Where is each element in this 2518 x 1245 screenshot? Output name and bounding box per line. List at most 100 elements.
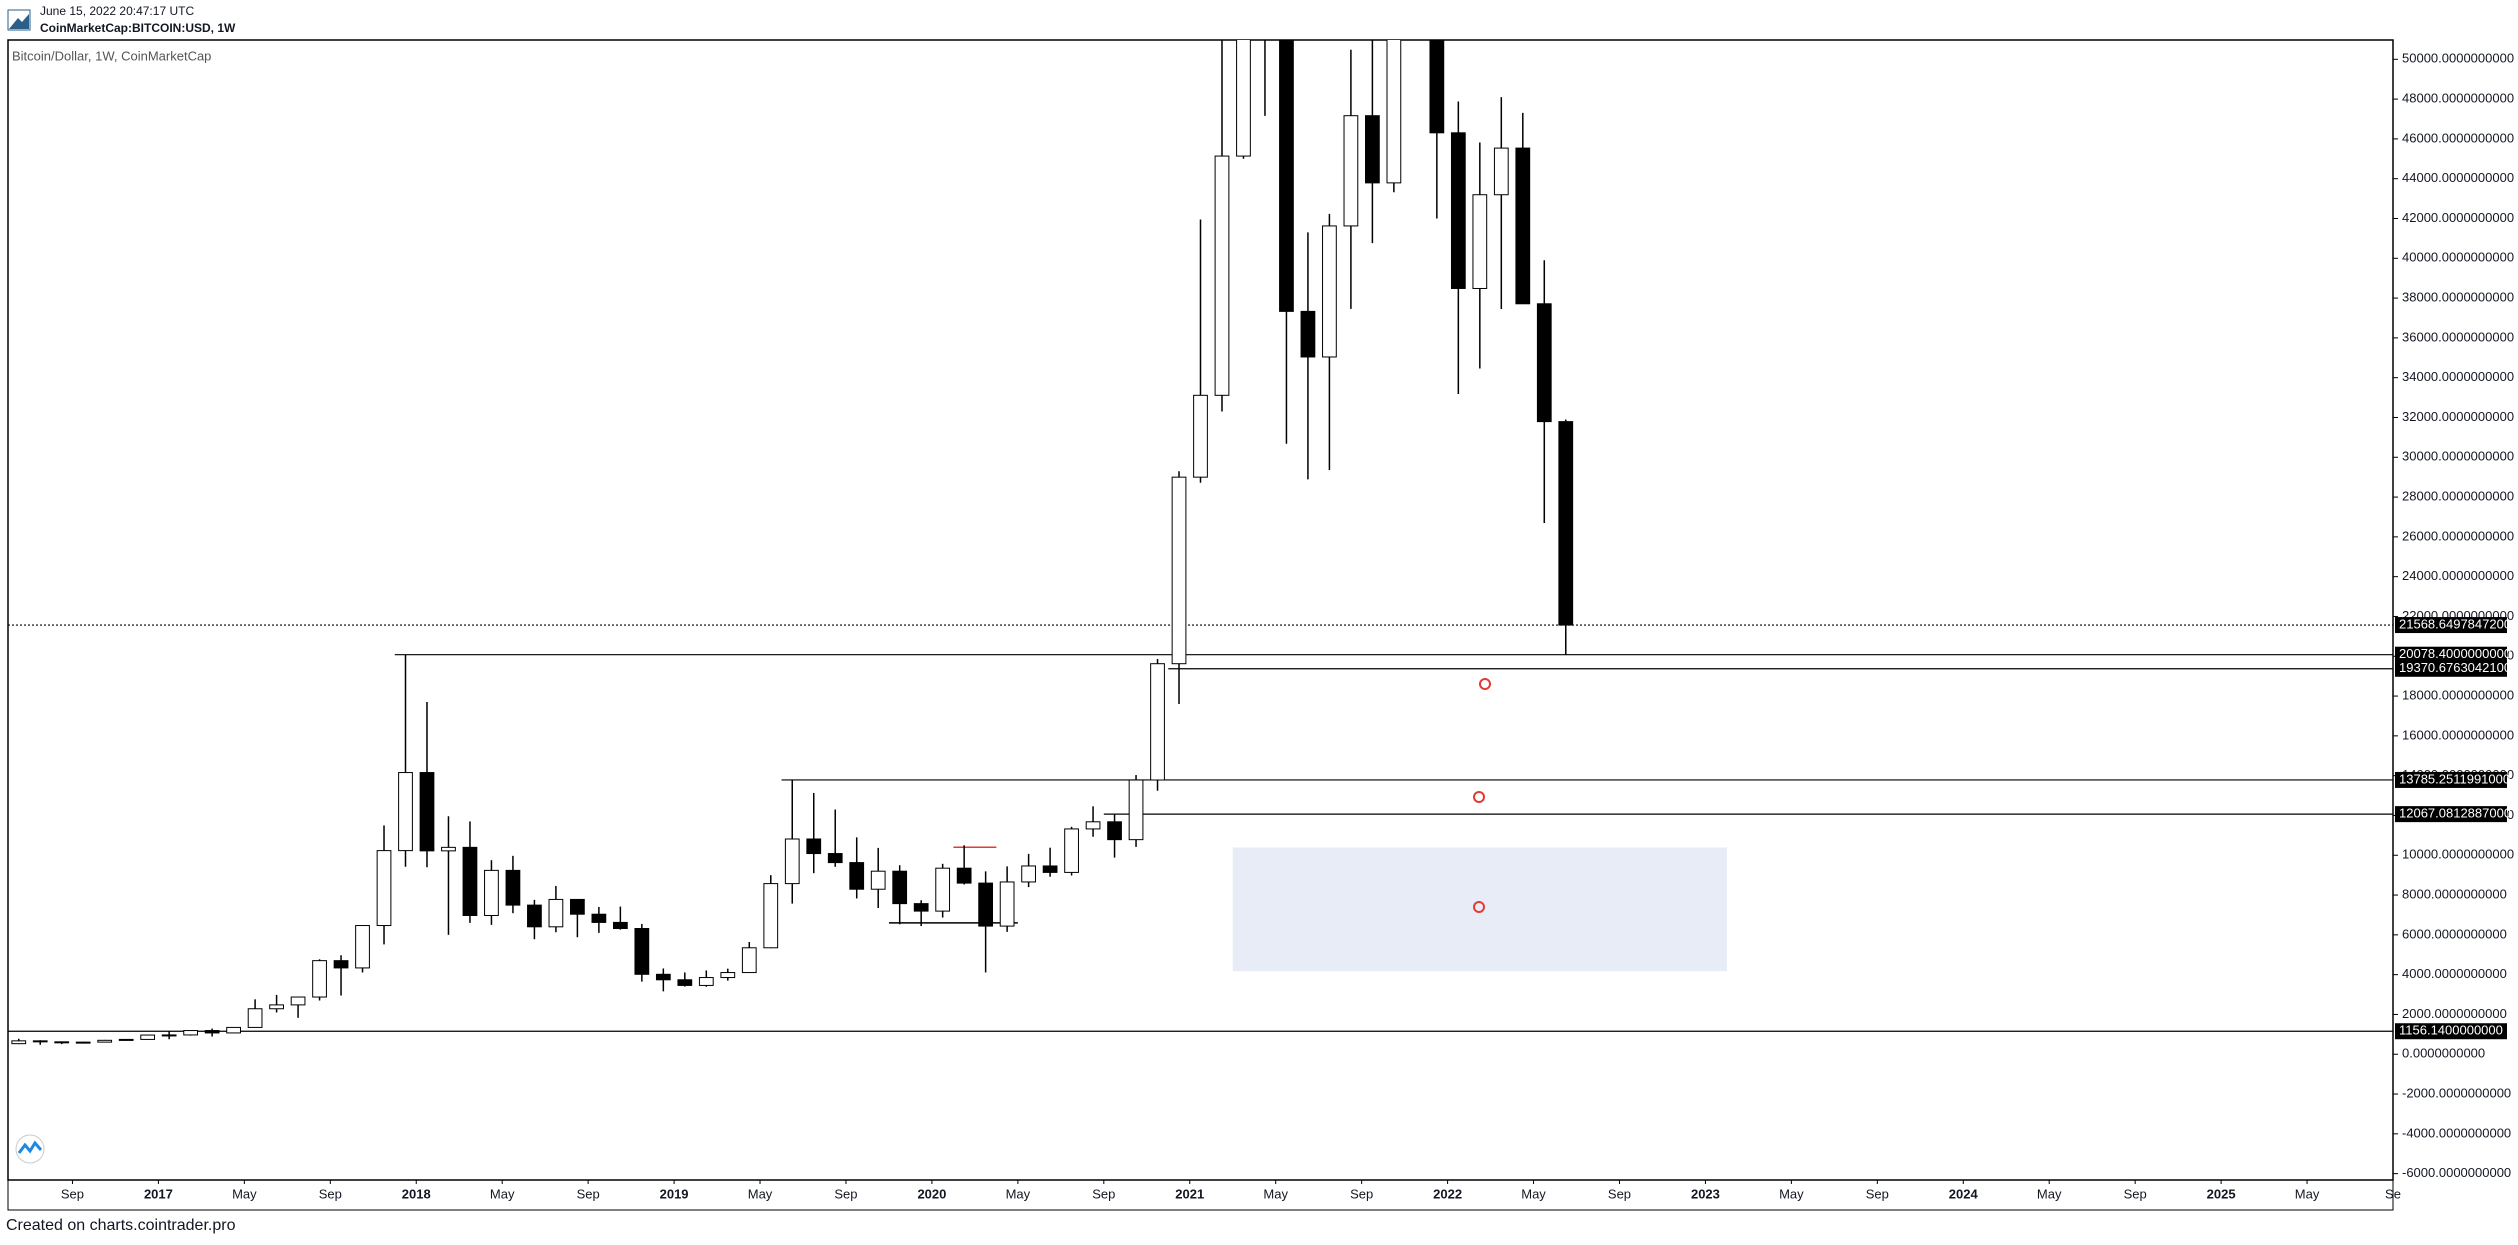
x-tick-label: May [1779, 1186, 1804, 1201]
candle-body [634, 928, 650, 975]
x-tick-label: 2018 [402, 1186, 431, 1201]
x-tick-label: 2022 [1433, 1186, 1462, 1201]
level-label: 13785.2511991000 [2399, 771, 2510, 786]
candle-body [763, 883, 779, 949]
candle-body [1193, 394, 1208, 478]
candle-body [1021, 865, 1036, 883]
x-axis-frame [7, 1179, 2394, 1211]
candle-body [956, 867, 972, 884]
y-tick-label: 32000.0000000000 [2402, 409, 2514, 424]
candle-body [97, 1039, 113, 1043]
candle-body [1343, 115, 1359, 227]
candle-body [269, 1004, 284, 1010]
candle-body [999, 881, 1015, 927]
candle-body [118, 1038, 134, 1041]
y-tick-label: 30000.0000000000 [2402, 449, 2514, 464]
candle-body [333, 960, 349, 969]
candle-body [1107, 821, 1122, 841]
candle-body [720, 972, 736, 979]
level-label: 1156.1400000000 [2399, 1023, 2503, 1038]
level-label: 20078.4000000000 [2399, 646, 2511, 661]
candle-body [376, 850, 392, 927]
candle-body [75, 1041, 91, 1044]
x-tick-label: May [2037, 1186, 2062, 1201]
x-tick-label: 2020 [917, 1186, 946, 1201]
candle-body [312, 960, 327, 998]
y-tick-label: 38000.0000000000 [2402, 290, 2514, 305]
candle-body [548, 898, 564, 928]
y-tick-label: 44000.0000000000 [2402, 170, 2514, 185]
candle-body [591, 913, 607, 923]
candle-body [570, 898, 585, 915]
level-label-bg [2395, 806, 2507, 823]
level-label: 21568.6497847200 [2399, 616, 2511, 631]
y-tick-label: 0.0000000000 [2402, 1046, 2485, 1061]
chart-title: Bitcoin/Dollar, 1W, CoinMarketCap [12, 48, 211, 63]
zone [1232, 847, 1727, 972]
y-tick-label: 16000.0000000000 [2402, 727, 2514, 742]
y-tick-label: 2000.0000000000 [2402, 1006, 2507, 1021]
y-tick-label: 6000.0000000000 [2402, 926, 2507, 941]
candle-body [1214, 155, 1230, 396]
level-label-bg [2395, 646, 2507, 663]
y-tick-label: 50000.0000000000 [2402, 51, 2514, 66]
candle-body [1536, 303, 1552, 423]
y-tick-label: 4000.0000000000 [2402, 966, 2507, 981]
level-label-bg [2395, 660, 2507, 677]
x-tick-label: May [1006, 1186, 1031, 1201]
candle-body [677, 979, 693, 986]
y-tick-label: 42000.0000000000 [2402, 210, 2514, 225]
candle-body [849, 862, 865, 890]
x-tick-label: May [232, 1186, 257, 1201]
candle-body [827, 853, 843, 864]
candle-body [441, 846, 456, 852]
candle-body [870, 870, 886, 890]
candle-body [612, 921, 628, 930]
candle-body [462, 846, 478, 916]
candle-body [290, 996, 306, 1006]
x-tick-label: 2023 [1691, 1186, 1720, 1201]
candle-body [806, 838, 822, 855]
candle-body [1386, 40, 1402, 184]
candle-body [1128, 779, 1144, 841]
y-tick-label: 34000.0000000000 [2402, 369, 2514, 384]
x-tick-label: Se [2385, 1186, 2401, 1201]
x-tick-label: 2021 [1175, 1186, 1204, 1201]
y-tick-label: 48000.0000000000 [2402, 91, 2514, 106]
candle-body [1236, 40, 1251, 157]
candle-body [247, 1008, 263, 1028]
level-label-bg [2395, 1023, 2507, 1040]
candle-body [978, 882, 994, 927]
candle-body [1171, 476, 1187, 665]
y-tick-label: 26000.0000000000 [2402, 528, 2514, 543]
candle-body [1150, 663, 1165, 781]
candle-body [11, 1040, 27, 1045]
candle-body [1300, 310, 1316, 358]
candle-body [892, 870, 908, 905]
candle-body [204, 1030, 220, 1034]
candle-body [1472, 194, 1488, 289]
candle-body [398, 772, 413, 852]
timestamp: June 15, 2022 20:47:17 UTC [40, 4, 194, 18]
level-label: 12067.0812887000 [2399, 806, 2511, 821]
y-tick-label: -2000.0000000000 [2402, 1085, 2511, 1100]
candle-body [32, 1040, 48, 1043]
candle-body [935, 867, 951, 912]
y-tick-label: -4000.0000000000 [2402, 1125, 2511, 1140]
watermark-logo [15, 1134, 45, 1164]
candle-body [741, 947, 757, 974]
y-tick-label: 40000.0000000000 [2402, 250, 2514, 265]
candle-body [655, 973, 671, 981]
candle-body [1450, 132, 1466, 289]
plot [8, 40, 2393, 1045]
candle-body [784, 838, 800, 885]
candle-body [140, 1034, 156, 1040]
candle-body [527, 904, 542, 928]
candle-body [161, 1034, 177, 1037]
level-label-bg [2395, 771, 2507, 788]
x-tick-label: May [2295, 1186, 2320, 1201]
x-tick-label: Sep [1866, 1186, 1889, 1201]
x-tick-label: May [1521, 1186, 1546, 1201]
x-tick-label: 2017 [144, 1186, 173, 1201]
